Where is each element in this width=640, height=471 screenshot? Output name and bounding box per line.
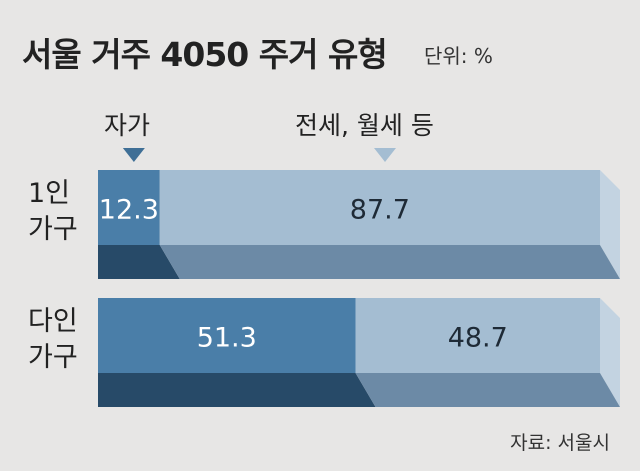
data-label-multi-own: 51.3: [196, 322, 257, 353]
bar-own-multi: [98, 298, 356, 373]
unit-label: 단위: %: [424, 44, 493, 68]
data-label-single-rent: 87.7: [349, 194, 410, 225]
bar-bottom-rent-single: [159, 245, 620, 279]
row-label-single-line-2: 가구: [28, 214, 78, 245]
bar-side-single: [600, 170, 620, 279]
row-label-single: 1인 가구: [28, 176, 78, 248]
legend-label-rent: 전세, 월세 등: [295, 111, 434, 140]
row-label-multi-line-2: 가구: [28, 342, 78, 373]
bar-bottom-own-single: [98, 245, 180, 279]
bar-own-single: [98, 170, 160, 245]
source-note: 자료: 서울시: [510, 432, 610, 454]
data-label-multi-rent: 48.7: [447, 322, 508, 353]
bar-rent-single: [159, 170, 600, 245]
chart-title: 서울 거주 4050 주거 유형: [22, 35, 388, 74]
row-label-single-line-1: 1인: [28, 178, 71, 209]
legend-marker-own: [122, 148, 145, 162]
legend-marker-rent: [374, 148, 396, 162]
bar-bottom-own-multi: [98, 373, 376, 407]
row-label-multi: 다인 가구: [28, 304, 78, 376]
row-label-multi-line-1: 다인: [28, 306, 78, 337]
legend-label-own: 자가: [104, 111, 151, 140]
data-label-single-own: 12.3: [98, 194, 159, 225]
bar-bottom-rent-multi: [355, 373, 620, 407]
bar-side-multi: [600, 298, 620, 407]
bar-rent-multi: [355, 298, 600, 373]
